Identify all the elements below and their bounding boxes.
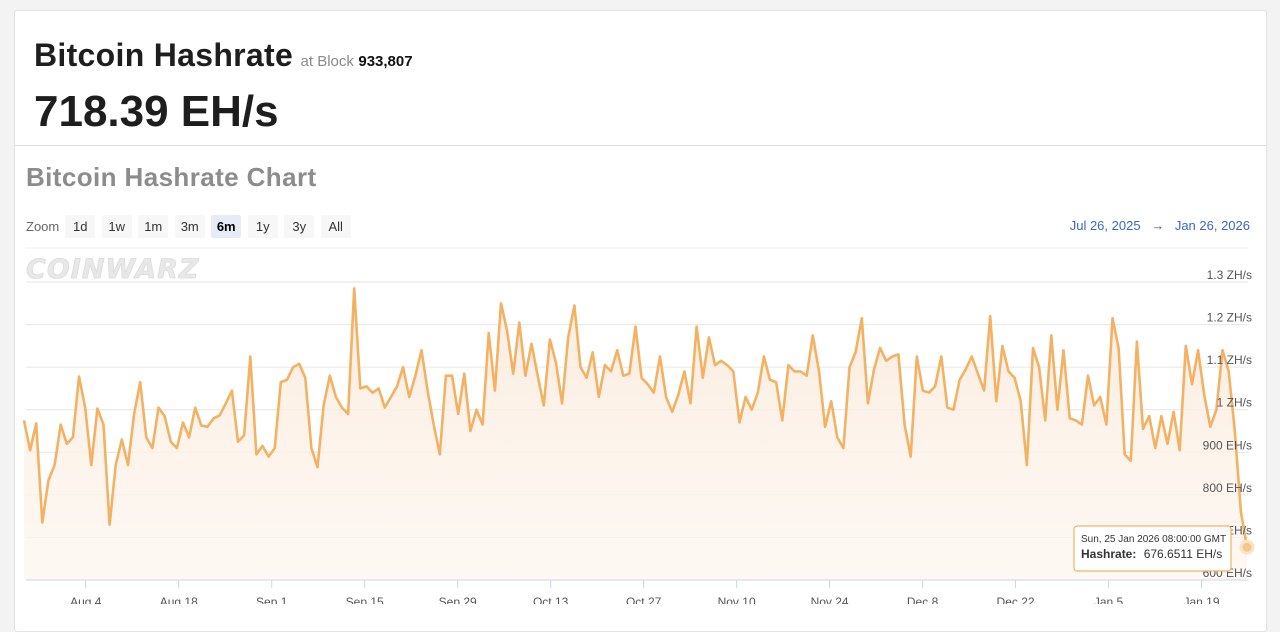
zoom-1y-button[interactable]: 1y [247, 215, 278, 238]
y-tick-label: 1.1 ZH/s [1207, 353, 1252, 367]
x-tick-label: Sep 29 [439, 595, 477, 604]
page-title: Bitcoin Hashrate [34, 37, 294, 73]
tooltip: Sun, 25 Jan 2026 08:00:00 GMT Hashrate: … [1073, 525, 1232, 572]
x-axis: Aug 4 Aug 18 Sep 1 Sep 15 Sep 29 Oct 13 Oct 27… [26, 579, 1248, 604]
header: Bitcoin Hashrate at Block 933,807 [34, 37, 413, 74]
at-block-label: at Block [300, 53, 354, 70]
x-tick-label: Jan 5 [1094, 595, 1124, 604]
y-tick-label: 1.3 ZH/s [1207, 268, 1252, 282]
zoom-controls: Zoom 1d 1w 1m 3m 6m 1y 3y All [26, 215, 357, 238]
zoom-label: Zoom [26, 219, 60, 234]
y-tick-label: 1 ZH/s [1217, 396, 1252, 410]
x-tick-label: Sep 1 [256, 595, 288, 604]
zoom-1w-button[interactable]: 1w [101, 215, 132, 238]
x-tick-label: Nov 10 [718, 595, 756, 604]
x-tick-label: Sep 15 [346, 595, 384, 604]
y-tick-label: 1.2 ZH/s [1207, 311, 1252, 325]
hover-point [1239, 539, 1255, 555]
x-tick-label: Aug 4 [70, 595, 102, 604]
x-tick-label: Jan 19 [1183, 595, 1219, 604]
zoom-all-button[interactable]: All [320, 215, 351, 238]
zoom-6m-button[interactable]: 6m [211, 215, 242, 238]
range-to-input[interactable]: Jan 26, 2026 [1174, 218, 1250, 233]
range-arrow: → [1151, 218, 1165, 233]
hashrate-series-line [22, 287, 1249, 548]
x-tick-label: Aug 18 [160, 595, 198, 604]
x-tick-label: Dec 22 [997, 595, 1035, 604]
x-tick-label: Dec 8 [907, 595, 939, 604]
range-from-input[interactable]: Jul 26, 2025 [1069, 218, 1141, 233]
x-tick-label: Nov 24 [811, 595, 849, 604]
coinwarz-watermark: COINWARZ [26, 254, 200, 285]
current-hashrate: 718.39 EH/s [34, 87, 279, 136]
y-tick-label: 900 EH/s [1203, 438, 1252, 452]
y-tick-label: 800 EH/s [1203, 481, 1252, 495]
divider [15, 145, 1266, 146]
block-number: 933,807 [358, 53, 413, 70]
zoom-1m-button[interactable]: 1m [138, 215, 169, 238]
tooltip-date: Sun, 25 Jan 2026 08:00:00 GMT [1081, 534, 1226, 545]
zoom-3m-button[interactable]: 3m [174, 215, 205, 238]
zoom-3y-button[interactable]: 3y [284, 215, 315, 238]
chart-title: Bitcoin Hashrate Chart [26, 162, 317, 192]
zoom-1d-button[interactable]: 1d [65, 215, 96, 238]
x-tick-label: Oct 13 [533, 595, 569, 604]
svg-text:Hashrate: 676.6511 EH/s: Hashrate: 676.6511 EH/s [1081, 547, 1222, 561]
x-tick-label: Oct 27 [626, 595, 662, 604]
tooltip-label: Hashrate: [1081, 547, 1136, 561]
tooltip-box [1073, 525, 1232, 572]
date-range: Jul 26, 2025 → Jan 26, 2026 [1070, 218, 1250, 233]
tooltip-value: 676.6511 EH/s [1144, 547, 1223, 561]
